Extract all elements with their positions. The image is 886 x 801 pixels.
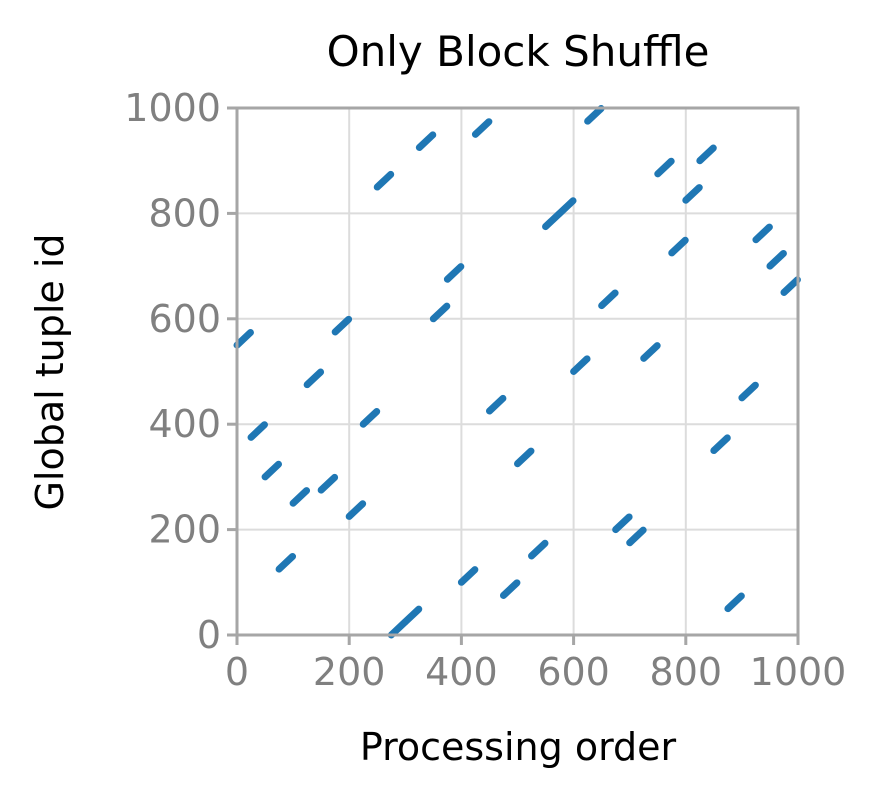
data-block-segment [626,526,647,547]
data-block-segment [682,184,703,204]
data-block-segment [415,131,437,152]
x-tick-label: 1000 [750,650,847,694]
y-tick-label: 200 [148,508,221,552]
data-block-segment [570,355,591,375]
data-block-segment [359,408,381,428]
data-block-segment [387,618,409,639]
chart-title: Only Block Shuffle [327,27,710,76]
data-block-segment [598,289,619,310]
data-block-segment [233,329,254,349]
plot-frame [235,106,800,637]
data-block-segment [528,539,549,560]
data-block-segment [275,552,297,573]
data-block-segment [724,592,745,613]
data-block-segment [443,263,465,283]
data-block-segment [457,566,479,586]
x-axis-label: Processing order [360,725,677,769]
x-tick-label: 0 [225,650,249,694]
y-axis-ticks: 0 200 400 600 800 1000 [124,86,237,657]
y-tick-label: 1000 [124,86,221,130]
data-block-segment [556,197,577,217]
data-block-segment [584,105,605,125]
data-block-segment [668,236,689,257]
data-block-segment [429,302,451,323]
x-tick-label: 800 [650,650,723,694]
data-block-segment [345,500,367,520]
data-block-segment [710,434,731,455]
data-block-segment [696,144,717,165]
data-block-segment [766,249,787,270]
data-block-segment [542,210,563,231]
data-block-segment [738,381,759,402]
data-block-segment [289,487,311,507]
data-block-segment [654,157,675,178]
y-tick-label: 600 [148,297,221,341]
x-tick-label: 400 [425,650,498,694]
y-tick-label: 400 [148,402,221,446]
data-block-segment [640,342,661,362]
data-block-segment [317,473,339,494]
data-block-segment [752,223,773,244]
data-block-segment [485,394,507,415]
data-block-segment [303,368,325,389]
y-tick-label: 800 [148,191,221,235]
data-block-segment [499,579,521,599]
data-block-segment [514,447,535,468]
y-axis-label: Global tuple id [28,233,72,510]
data-block-segment [331,315,353,336]
data-block-segment [261,460,283,481]
x-axis-ticks: 0 200 400 600 800 1000 [225,635,846,694]
x-tick-label: 600 [537,650,610,694]
x-tick-label: 200 [313,650,386,694]
data-block-segment [373,170,395,191]
data-block-segment [247,421,268,441]
data-block-segment [612,513,633,534]
data-block-segment [401,605,423,626]
y-tick-label: 0 [197,613,221,657]
data-block-segment [780,276,801,296]
data-segments [233,105,801,639]
data-block-segment [471,118,493,138]
